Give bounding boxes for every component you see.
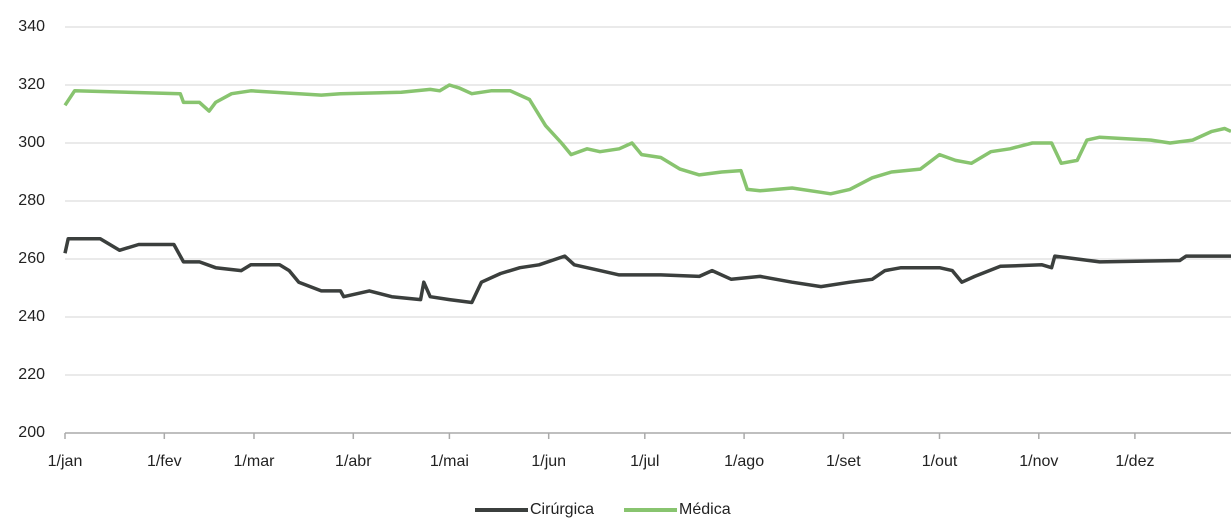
y-tick-label: 280 <box>18 192 45 209</box>
x-tick-label: 1/ago <box>724 453 764 470</box>
x-tick-label: 1/out <box>922 453 958 470</box>
x-tick-label: 1/dez <box>1115 453 1154 470</box>
legend-label: Cirúrgica <box>530 501 594 518</box>
x-tick-label: 1/mai <box>430 453 469 470</box>
x-tick-label: 1/set <box>826 453 861 470</box>
series-line <box>63 83 1231 196</box>
x-tick-label: 1/mar <box>234 453 276 470</box>
y-tick-label: 300 <box>18 134 45 151</box>
x-tick-label: 1/jan <box>48 453 83 470</box>
x-tick-label: 1/nov <box>1019 453 1058 470</box>
y-tick-label: 260 <box>18 250 45 267</box>
x-tick-label: 1/jun <box>531 453 566 470</box>
x-tick-label: 1/jul <box>630 453 659 470</box>
y-tick-label: 320 <box>18 76 45 93</box>
series-line <box>63 236 1231 305</box>
y-tick-label: 240 <box>18 308 45 325</box>
y-tick-label: 200 <box>18 424 45 441</box>
legend-label: Médica <box>679 501 731 518</box>
x-tick-label: 1/abr <box>335 453 372 470</box>
x-tick-label: 1/fev <box>147 453 182 470</box>
y-tick-label: 220 <box>18 366 45 383</box>
y-tick-label: 340 <box>18 18 45 35</box>
